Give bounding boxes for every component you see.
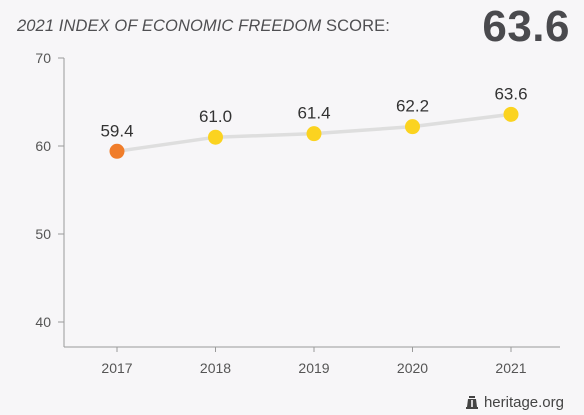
y-tick-label: 40 [35, 314, 51, 330]
x-tick-label: 2017 [101, 360, 132, 376]
x-tick-label: 2018 [200, 360, 231, 376]
liberty-bell-icon [465, 395, 478, 409]
chart-axes: 40 50 60 70 2017 2018 2019 2020 2021 [35, 50, 560, 376]
chart-series: 59.4 61.0 61.4 62.2 63.6 [100, 84, 528, 159]
chart-title-italic: 2021 INDEX OF ECONOMIC FREEDOM [17, 17, 322, 35]
x-tick-label: 2021 [495, 360, 526, 376]
data-point [503, 106, 519, 122]
data-label: 59.4 [100, 121, 133, 140]
source-credit-text: heritage.org [483, 394, 564, 411]
data-label: 61.0 [199, 107, 232, 126]
data-label: 62.2 [396, 97, 429, 116]
chart-title: 2021 INDEX OF ECONOMIC FREEDOM SCORE: [17, 17, 390, 36]
x-tick-label: 2020 [397, 360, 428, 376]
source-credit[interactable]: heritage.org [464, 394, 564, 411]
x-tick-label: 2019 [298, 360, 329, 376]
y-tick-label: 70 [35, 50, 51, 66]
chart-title-suffix: SCORE: [321, 17, 390, 35]
data-label: 63.6 [494, 84, 527, 103]
data-point [306, 126, 322, 142]
y-tick-label: 50 [35, 226, 51, 242]
data-label: 61.4 [297, 104, 330, 123]
y-tick-label: 60 [35, 138, 51, 154]
data-point [208, 129, 223, 145]
headline-score: 63.6 [482, 2, 570, 51]
data-point [405, 119, 420, 135]
data-point [109, 143, 125, 159]
